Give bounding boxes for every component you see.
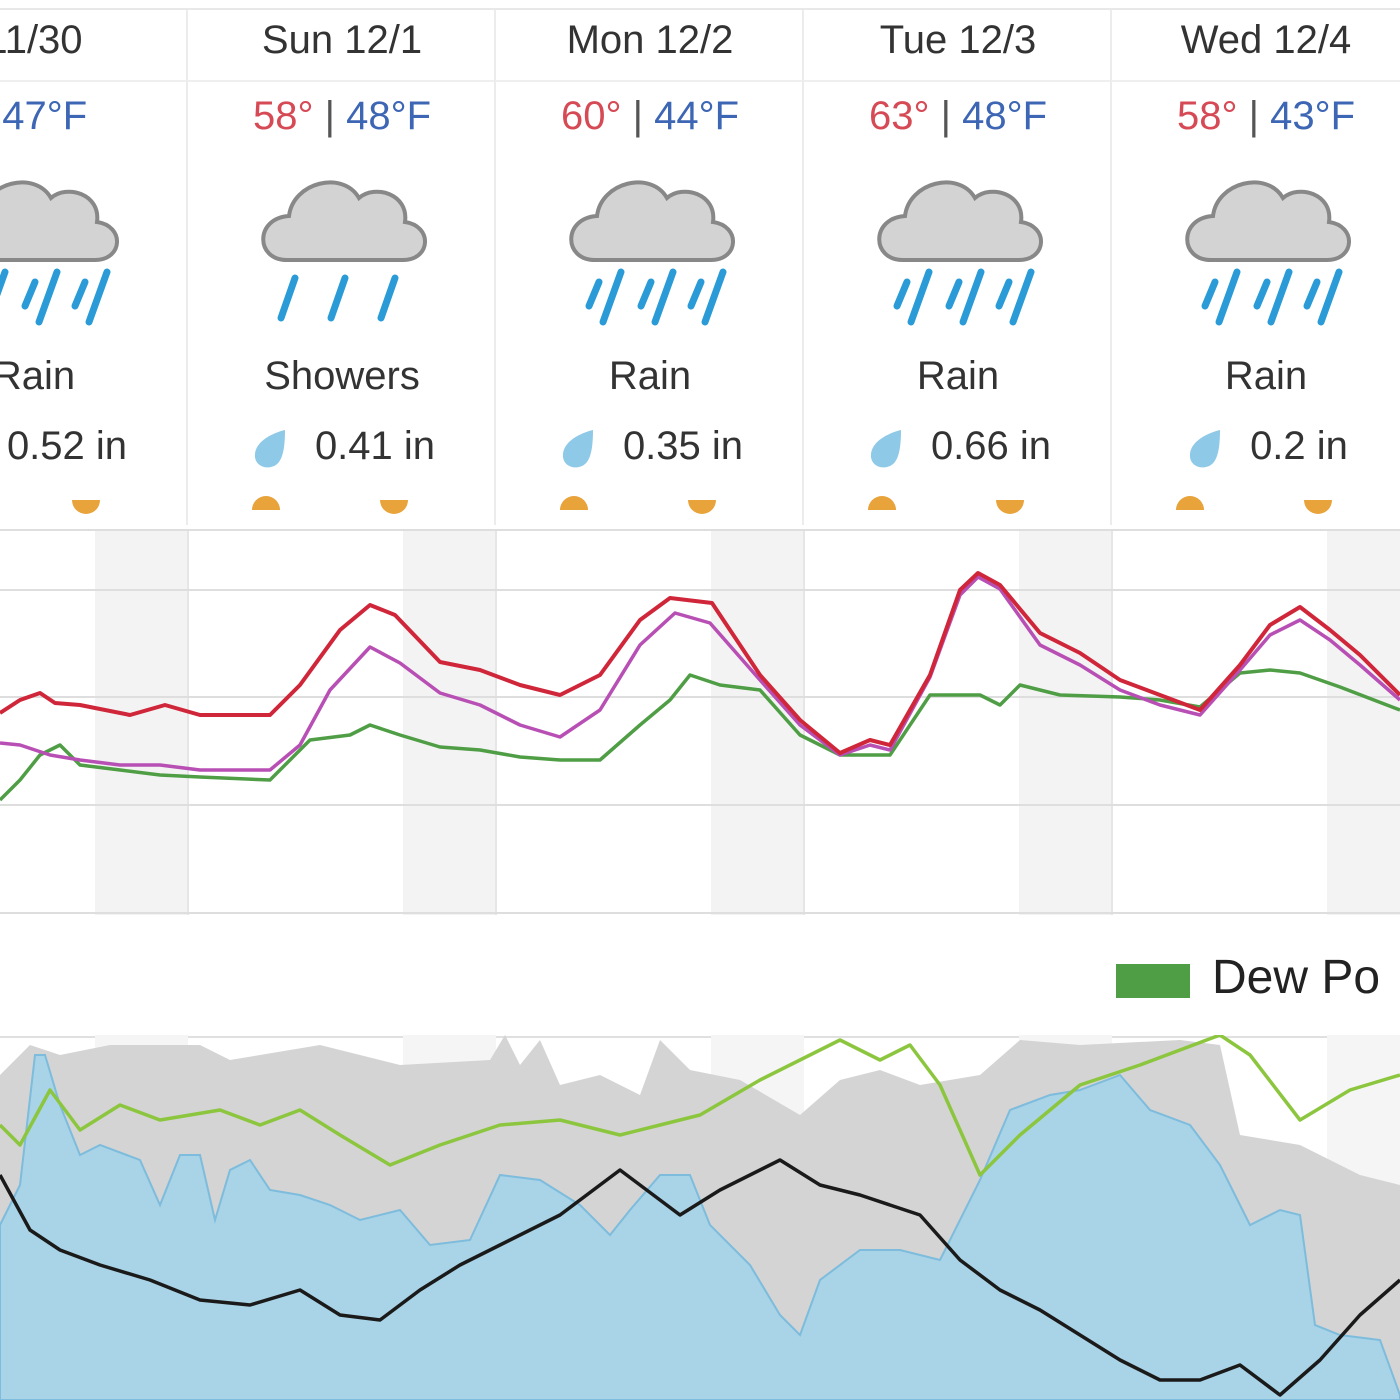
column-divider (802, 10, 804, 525)
sun-times-icon (72, 500, 100, 514)
temperature-range: 60° | 44°F (496, 94, 804, 139)
rain-cloud-icon (1185, 180, 1351, 326)
low-temp: 48°F (962, 94, 1048, 138)
rain-cloud-icon (877, 180, 1043, 326)
dew-point-legend-swatch (1116, 964, 1190, 998)
rain-cloud-icon (0, 180, 119, 326)
column-divider (494, 10, 496, 525)
daily-forecast-strip: 11/30 | 47°F Rain 0.52 in Sun 12/1 58° | 48°… (0, 0, 1400, 525)
rain-cloud-icon (569, 180, 735, 326)
precip-amount: 0.2 in (1112, 424, 1400, 470)
temperature-chart (0, 529, 1400, 915)
day-label: Tue 12/3 (879, 18, 1037, 62)
day-column[interactable]: Tue 12/3 63° | 48°F Rain 0.66 in (804, 0, 1112, 525)
header-rule (0, 80, 1400, 82)
humidity-line (0, 1035, 1400, 1177)
temp-separator: | (632, 94, 643, 138)
raindrop-icon (254, 430, 285, 468)
temperature-range: 58° | 48°F (188, 94, 496, 139)
condition-label: Rain (916, 354, 1000, 398)
temperature-range: 58° | 43°F (1112, 94, 1400, 139)
sun-times-icon (1176, 496, 1332, 514)
condition-label: Showers (264, 354, 420, 398)
conditions-chart (0, 1035, 1400, 1400)
day-column[interactable]: 11/30 | 47°F Rain 0.52 in (0, 0, 188, 525)
precip-value: 0.35 in (622, 424, 744, 468)
condition-label: Rain (0, 354, 76, 398)
showers-cloud-icon (261, 180, 427, 322)
condition-label: Rain (608, 354, 692, 398)
day-label: Wed 12/4 (1180, 18, 1352, 62)
low-temp: 48°F (346, 94, 432, 138)
temp-separator: | (324, 94, 335, 138)
top-rule (0, 8, 1400, 10)
feels-like-line (0, 575, 1400, 772)
sun-times-icon (252, 496, 408, 514)
temp-separator: | (1248, 94, 1259, 138)
high-temp: 60° (560, 94, 622, 138)
day-column[interactable]: Wed 12/4 58° | 43°F Rain 0.2 in (1112, 0, 1400, 525)
precip-chance-area (0, 1054, 1400, 1400)
pressure-line (0, 1158, 1400, 1397)
raindrop-icon (562, 430, 593, 468)
dew-point-line (0, 668, 1400, 802)
precip-amount: 0.41 in (188, 424, 496, 470)
night-band (1019, 530, 1112, 915)
night-band (1327, 530, 1400, 915)
temperature-range: 63° | 48°F (804, 94, 1112, 139)
sun-times-icon (868, 496, 1024, 514)
condition-label: Rain (1224, 354, 1308, 398)
night-band (95, 530, 188, 915)
night-band (403, 530, 496, 915)
day-label: Sun 12/1 (261, 18, 423, 62)
sun-times-icon (560, 496, 716, 514)
high-temp: 58° (1176, 94, 1238, 138)
low-temp: 47°F (2, 94, 88, 138)
raindrop-icon (870, 430, 901, 468)
precip-amount: 0.35 in (496, 424, 804, 470)
precip-value: 0.41 in (314, 424, 436, 468)
column-divider (1110, 10, 1112, 525)
temp-separator: | (940, 94, 951, 138)
dew-point-legend-label: Dew Po (1212, 951, 1381, 1004)
precip-value: 0.66 in (930, 424, 1052, 468)
precip-value: 0.2 in (1250, 424, 1348, 468)
temperature-line (0, 571, 1400, 755)
raindrop-icon (1189, 430, 1221, 468)
temperature-range: | 47°F (0, 94, 188, 139)
high-temp: 58° (252, 94, 314, 138)
day-column[interactable]: Mon 12/2 60° | 44°F Rain 0.35 in (496, 0, 804, 525)
low-temp: 43°F (1270, 94, 1356, 138)
precip-amount: 0.52 in (0, 424, 188, 470)
day-column[interactable]: Sun 12/1 58° | 48°F Showers 0.41 in (188, 0, 496, 525)
day-label: 11/30 (0, 18, 83, 62)
day-label: Mon 12/2 (566, 18, 734, 62)
low-temp: 44°F (654, 94, 740, 138)
precip-value: 0.52 in (6, 424, 128, 468)
column-divider (186, 10, 188, 525)
precip-amount: 0.66 in (804, 424, 1112, 470)
high-temp: 63° (868, 94, 930, 138)
